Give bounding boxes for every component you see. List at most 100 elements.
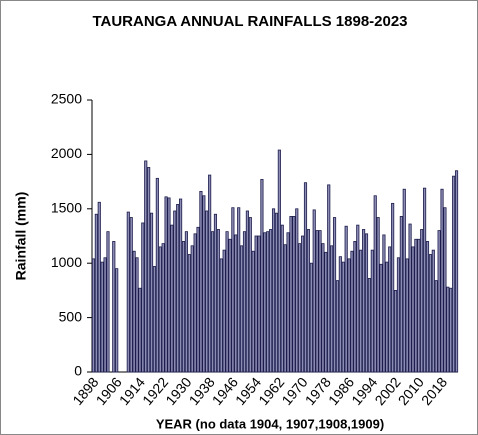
bar <box>425 241 430 373</box>
bar <box>132 250 136 373</box>
y-tick-label: 2000 <box>51 145 82 161</box>
bar <box>158 246 162 373</box>
bar <box>152 266 157 373</box>
bar <box>350 250 354 373</box>
bar <box>321 243 325 373</box>
y-tick-label: 500 <box>59 308 83 324</box>
bar <box>208 174 212 373</box>
bar <box>428 254 432 373</box>
bar <box>228 238 232 373</box>
bar <box>382 234 386 373</box>
bar <box>376 217 380 373</box>
bar <box>245 210 249 373</box>
bar <box>353 241 357 373</box>
bar <box>362 229 366 373</box>
bar <box>411 246 415 373</box>
bar <box>181 241 186 373</box>
bar <box>202 195 206 373</box>
bar <box>327 184 331 373</box>
bar <box>193 233 197 373</box>
bar <box>149 212 154 373</box>
bar <box>277 149 281 373</box>
y-tick-label: 2500 <box>51 91 82 107</box>
bar <box>452 175 456 373</box>
bar <box>97 201 101 373</box>
bar <box>454 170 459 373</box>
bar <box>222 249 226 373</box>
chart-title: TAURANGA ANNUAL RAINFALLS 1898-2023 <box>92 13 407 30</box>
bar <box>144 160 148 373</box>
bar <box>344 225 348 373</box>
bar <box>283 244 287 373</box>
bar <box>240 245 244 373</box>
bar <box>115 268 119 373</box>
bar <box>434 280 438 373</box>
bar <box>187 254 191 373</box>
bar <box>385 261 389 373</box>
x-axis-title: YEAR (no data 1904, 1907,1908,1909) <box>156 416 384 431</box>
bar <box>367 278 371 373</box>
bar <box>210 231 215 373</box>
bar <box>373 195 377 373</box>
bar <box>269 229 273 373</box>
bar <box>356 224 360 373</box>
bar <box>271 208 276 373</box>
bar <box>94 213 98 373</box>
bar <box>338 256 342 373</box>
bar <box>301 235 305 373</box>
bar <box>234 234 238 373</box>
bar <box>332 217 337 373</box>
bar <box>315 230 319 373</box>
y-tick-label: 0 <box>74 363 82 379</box>
bar <box>286 232 290 373</box>
bar <box>399 216 403 373</box>
bar <box>391 202 395 373</box>
bar <box>112 241 116 373</box>
bar <box>280 224 284 373</box>
bar <box>167 197 171 373</box>
bar <box>100 261 104 373</box>
bar <box>126 211 130 373</box>
bar <box>242 231 247 373</box>
bar <box>263 232 267 373</box>
bar <box>318 230 322 373</box>
bar <box>205 210 209 373</box>
bar <box>402 188 406 373</box>
bar <box>431 249 435 373</box>
bar <box>213 213 218 373</box>
bar <box>231 207 235 373</box>
bar <box>260 179 264 373</box>
bar <box>359 249 363 373</box>
bar <box>414 238 418 373</box>
bar <box>176 204 180 373</box>
bar <box>254 235 258 373</box>
bar <box>237 207 241 373</box>
bar <box>266 231 270 373</box>
bar <box>309 262 313 373</box>
bar <box>129 217 133 373</box>
bar <box>306 229 310 373</box>
bar <box>446 286 450 373</box>
bar <box>135 257 139 373</box>
bar <box>248 217 252 373</box>
bar <box>138 287 142 373</box>
bar <box>298 243 302 373</box>
bar <box>184 231 188 373</box>
bar <box>388 246 392 373</box>
bar <box>396 257 401 373</box>
bar <box>164 196 168 373</box>
y-tick-label: 1500 <box>51 200 82 216</box>
bar <box>379 263 383 373</box>
bar <box>216 229 220 373</box>
y-axis-title: Rainfall (mm) <box>13 192 29 281</box>
bar <box>449 287 453 373</box>
y-tick-label: 1000 <box>51 254 82 270</box>
bar <box>161 243 165 373</box>
bar <box>199 190 203 373</box>
bar <box>173 210 177 373</box>
bar <box>106 231 110 373</box>
bar <box>289 216 293 373</box>
bar <box>443 207 447 373</box>
bar <box>257 235 261 373</box>
